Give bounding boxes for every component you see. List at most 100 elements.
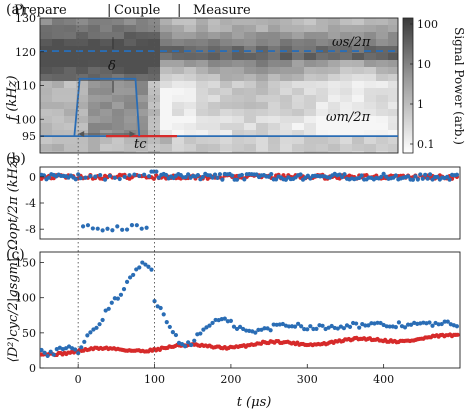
heatmap-cell — [100, 116, 113, 124]
panel-c-yticks: 0 50 100 150 — [15, 257, 44, 375]
heatmap-cell — [388, 144, 398, 152]
heatmap-cell — [40, 151, 53, 153]
panel-b-blue-point — [98, 173, 103, 178]
heatmap-cell — [352, 95, 365, 103]
panel-label-c: (c) — [6, 247, 25, 263]
panel-c-blue-point — [271, 322, 276, 327]
panel-c-blue-point — [329, 323, 334, 329]
heatmap-cell — [40, 137, 53, 145]
heatmap-cell — [208, 109, 221, 117]
panel-c-blue-point — [106, 306, 111, 311]
heatmap-cell — [352, 18, 365, 26]
heatmap-cell — [64, 88, 77, 96]
heatmap-cell — [304, 88, 317, 96]
heatmap-cell — [316, 74, 329, 82]
heatmap-cell — [184, 74, 197, 82]
heatmap-cell — [244, 102, 257, 110]
panel-c-blue-point — [262, 326, 267, 331]
heatmap-cell — [148, 32, 161, 40]
panel-c-blue-point — [228, 318, 234, 323]
panel-b-blue-point — [90, 226, 95, 231]
heatmap-cell — [208, 81, 221, 89]
heatmap-cell — [244, 60, 257, 68]
heatmap-cell — [328, 130, 341, 138]
heatmap-cell — [52, 123, 65, 131]
heatmap-cell — [100, 67, 113, 75]
heatmap-cell — [208, 25, 221, 33]
heatmap-cell — [364, 95, 377, 103]
heatmap-cell — [208, 46, 221, 54]
panel-b-blue-point — [164, 172, 169, 178]
panel-a-ytick-label: 100 — [15, 113, 36, 126]
panel-c-blue-point — [354, 321, 359, 326]
heatmap-cell — [244, 53, 257, 61]
heatmap-cell — [232, 130, 245, 138]
heatmap-cell — [304, 123, 317, 131]
heatmap-cell — [388, 74, 398, 82]
heatmap-cell — [316, 137, 329, 145]
heatmap-cell — [280, 102, 293, 110]
heatmap-cell — [64, 123, 77, 131]
heatmap-cell — [172, 46, 185, 54]
heatmap-cell — [196, 67, 209, 75]
heatmap-cell — [220, 67, 233, 75]
heatmap-cell — [256, 116, 269, 124]
heatmap-cell — [340, 81, 353, 89]
panel-c-blue-point — [97, 322, 102, 327]
heatmap-cell — [64, 130, 77, 138]
heatmap-cell — [388, 123, 398, 131]
heatmap-cell — [220, 130, 233, 138]
heatmap-cell — [64, 137, 77, 145]
heatmap-cell — [220, 18, 233, 26]
heatmap-cell — [76, 144, 89, 152]
heatmap-cell — [232, 116, 245, 124]
heatmap-cell — [40, 74, 53, 82]
heatmap-cell — [112, 151, 125, 153]
heatmap-cell — [100, 74, 113, 82]
heatmap-cell — [40, 116, 53, 124]
heatmap-cell — [292, 151, 305, 153]
heatmap-cell — [40, 53, 53, 61]
panel-b-blue-point — [124, 227, 130, 232]
heatmap-cell — [292, 53, 305, 61]
heatmap-cell — [340, 74, 353, 82]
panel-c-blue-point — [82, 339, 87, 344]
heatmap-cell — [172, 95, 185, 103]
heatmap-cell — [328, 144, 341, 152]
panel-b-blue-point — [95, 226, 100, 231]
heatmap-cell — [136, 81, 149, 89]
heatmap-cell — [172, 53, 185, 61]
panel-b-blue-point — [129, 223, 135, 228]
heatmap-cell — [196, 116, 209, 124]
heatmap-cell — [136, 116, 149, 124]
heatmap-cell — [376, 74, 389, 82]
heatmap-cell — [244, 81, 257, 89]
heatmap-cell — [220, 109, 233, 117]
panel-b-blue-point — [107, 173, 113, 178]
heatmap-cell — [172, 109, 185, 117]
heatmap-cell — [280, 53, 293, 61]
heatmap-cell — [220, 137, 233, 145]
panel-c-blue-point — [158, 305, 163, 311]
heatmap-cell — [316, 144, 329, 152]
heatmap-cell — [232, 60, 245, 68]
heatmap-cell — [76, 53, 89, 61]
panel-b-blue-point — [146, 174, 152, 179]
heatmap-cell — [220, 25, 233, 33]
heatmap-cell — [220, 74, 233, 82]
heatmap-cell — [64, 53, 77, 61]
heatmap-cell — [268, 130, 281, 138]
heatmap-cell — [232, 18, 245, 26]
heatmap-cell — [244, 74, 257, 82]
panel-c-blue-point — [225, 319, 230, 324]
heatmap-cell — [328, 102, 341, 110]
heatmap-cell — [304, 95, 317, 103]
pulse-line — [73, 77, 141, 137]
heatmap-cell — [160, 88, 173, 96]
panel-c-blue-point — [198, 331, 203, 336]
heatmap-cell — [172, 88, 185, 96]
heatmap-cell — [76, 137, 89, 145]
panel-c-blue-point — [430, 323, 435, 328]
heatmap-cell — [124, 39, 137, 47]
heatmap-cell — [64, 67, 77, 75]
